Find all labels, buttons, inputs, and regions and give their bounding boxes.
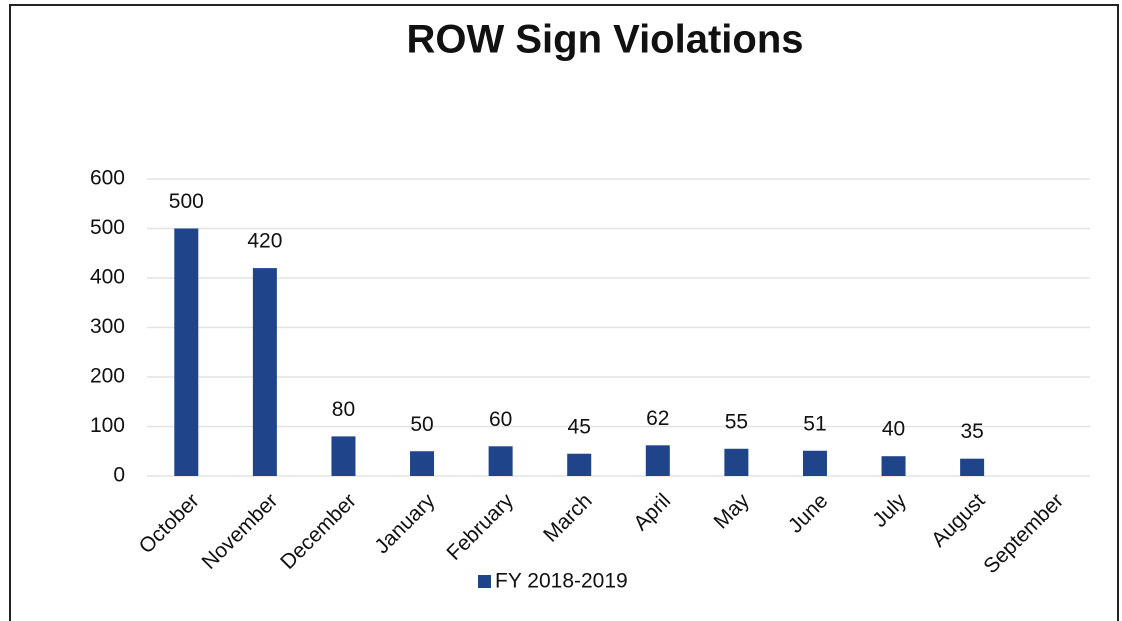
bar [410, 451, 435, 476]
y-tick-label: 300 [90, 315, 125, 338]
x-tick-label: March [539, 489, 597, 547]
data-label: 60 [489, 408, 512, 431]
chart-frame [9, 4, 1119, 621]
x-tick-label: July [868, 489, 911, 532]
x-tick-label: November [198, 489, 283, 574]
bar [724, 448, 749, 476]
data-label: 51 [803, 412, 826, 435]
data-label: 50 [410, 413, 433, 436]
x-tick-label: January [370, 489, 439, 558]
x-tick-label: October [135, 489, 204, 558]
x-tick-label: April [629, 489, 675, 535]
legend-swatch [478, 575, 491, 588]
y-tick-label: 600 [90, 167, 125, 190]
x-tick-label: February [442, 489, 518, 565]
x-tick-label: September [979, 489, 1068, 578]
y-tick-label: 500 [90, 216, 125, 239]
bar [488, 446, 513, 476]
data-label: 35 [960, 420, 983, 443]
legend-label: FY 2018-2019 [495, 570, 628, 593]
data-label: 80 [332, 398, 355, 421]
y-tick-label: 200 [90, 365, 125, 388]
bar [331, 436, 356, 476]
data-label: 40 [882, 418, 905, 441]
bar [567, 453, 592, 476]
y-tick-label: 0 [113, 464, 125, 487]
x-tick-label: August [927, 489, 990, 552]
bar [881, 456, 906, 476]
bar [645, 445, 670, 476]
data-label: 62 [646, 407, 669, 430]
x-tick-label: December [276, 489, 361, 574]
bar [252, 268, 277, 476]
data-label: 420 [247, 230, 282, 253]
data-label: 55 [725, 410, 748, 433]
x-tick-label: May [710, 489, 755, 534]
data-label: 45 [568, 415, 591, 438]
data-label: 500 [169, 190, 204, 213]
chart-title: ROW Sign Violations [406, 18, 803, 62]
y-tick-label: 100 [90, 414, 125, 437]
bar [174, 228, 199, 476]
y-tick-label: 400 [90, 266, 125, 289]
bar [802, 450, 827, 476]
x-tick-label: June [784, 489, 832, 537]
bar [960, 458, 985, 476]
